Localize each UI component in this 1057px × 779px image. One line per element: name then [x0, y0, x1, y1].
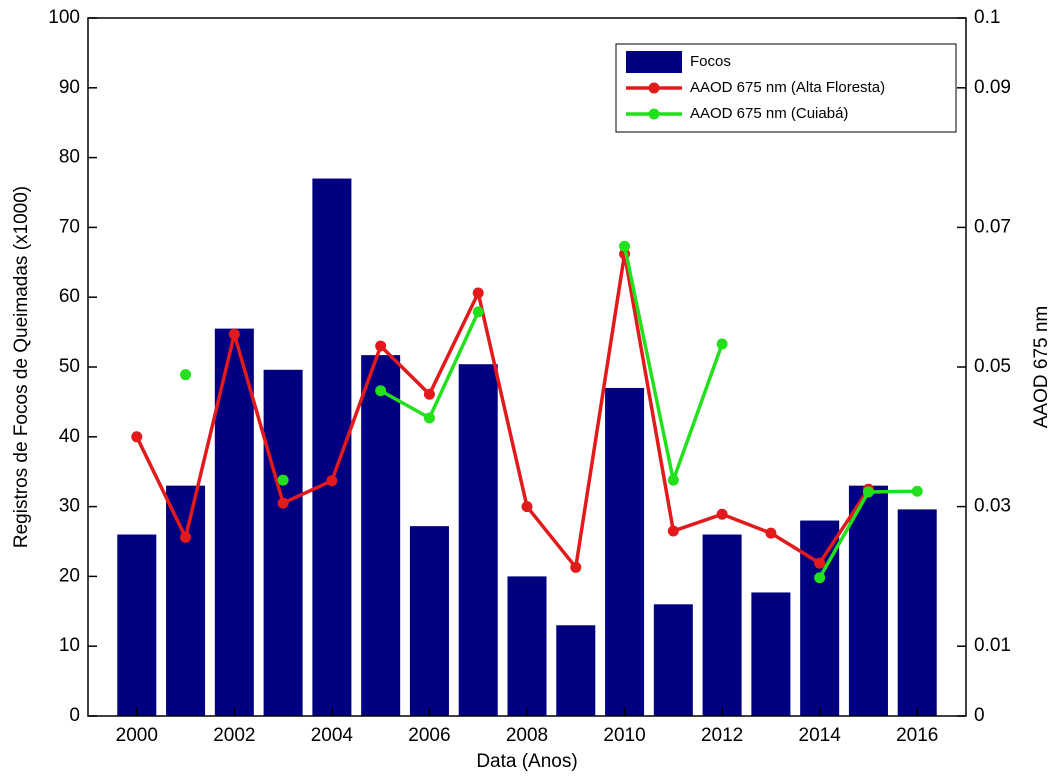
point: [472, 306, 484, 318]
y2-tick-label: 0.1: [974, 7, 1000, 28]
y-tick-label: 50: [59, 356, 80, 377]
point: [716, 338, 728, 350]
line: [135, 253, 870, 572]
y-tick-label: 10: [59, 635, 80, 656]
bar: [702, 534, 742, 716]
bar: [653, 604, 693, 716]
x-tick-label: 2010: [603, 725, 645, 746]
y-tick-label: 40: [59, 426, 80, 447]
point: [472, 287, 484, 299]
x-tick-label: 2016: [896, 725, 938, 746]
legend-label: Focos: [690, 53, 731, 70]
y-tick-label: 0: [69, 705, 80, 726]
x-tick-label: 2008: [506, 725, 548, 746]
legend-marker: [648, 108, 660, 120]
y2-tick-label: 0: [974, 705, 985, 726]
x-tick-label: 2004: [311, 725, 354, 746]
y-tick-label: 30: [59, 496, 80, 517]
point: [180, 531, 192, 543]
point: [667, 474, 679, 486]
y2-tick-label: 0.01: [974, 635, 1011, 656]
x-tick-label: 2006: [408, 725, 450, 746]
legend: Focos AAOD 675 nm (Alta Floresta) AAOD 675…: [615, 43, 957, 133]
y-axis-label: Registros de Focos de Queimadas (x1000): [11, 186, 32, 548]
bar: [848, 485, 888, 716]
point: [326, 475, 338, 487]
y-tick-label: 20: [59, 565, 80, 586]
y2-axis-label: AAOD 675 nm: [1031, 306, 1052, 429]
bar: [117, 534, 157, 716]
y2-tick-label: 0.05: [974, 356, 1011, 377]
bar: [897, 509, 937, 716]
y-tick-label: 70: [59, 216, 80, 237]
bar: [409, 526, 449, 716]
point: [228, 328, 240, 340]
y2-tick-label: 0.07: [974, 216, 1011, 237]
point: [619, 240, 631, 252]
point: [277, 474, 289, 486]
bar: [800, 520, 840, 716]
point: [131, 431, 143, 443]
x-tick-label: 2000: [116, 725, 158, 746]
point: [716, 508, 728, 520]
legend-label: AAOD 675 nm (Cuiabá): [690, 105, 848, 122]
legend-marker: [648, 82, 660, 94]
bar: [166, 485, 206, 716]
x-tick-label: 2002: [213, 725, 255, 746]
point: [277, 497, 289, 509]
point: [814, 557, 826, 569]
point: [570, 561, 582, 573]
legend-swatch: [626, 51, 682, 73]
bar: [458, 364, 498, 716]
bar: [263, 369, 303, 716]
bar: [751, 592, 791, 716]
point: [814, 572, 826, 584]
point: [862, 486, 874, 498]
point: [667, 525, 679, 537]
point: [911, 485, 923, 497]
point: [765, 527, 777, 539]
y2-tick-label: 0.09: [974, 77, 1011, 98]
point: [375, 340, 387, 352]
y2-tick-label: 0.03: [974, 496, 1011, 517]
bar: [605, 387, 645, 716]
y-tick-label: 90: [59, 77, 80, 98]
y-tick-label: 60: [59, 286, 80, 307]
x-tick-label: 2014: [799, 725, 842, 746]
x-axis-label: Data (Anos): [476, 751, 577, 772]
legend-label: AAOD 675 nm (Alta Floresta): [690, 79, 885, 96]
bar: [507, 576, 547, 716]
point: [375, 385, 387, 397]
y-tick-label: 80: [59, 147, 80, 168]
bar: [361, 355, 401, 716]
point: [423, 388, 435, 400]
point: [423, 412, 435, 424]
y-tick-label: 100: [48, 7, 80, 28]
point: [180, 369, 192, 381]
x-tick-label: 2012: [701, 725, 743, 746]
bar: [556, 625, 596, 716]
point: [521, 501, 533, 513]
